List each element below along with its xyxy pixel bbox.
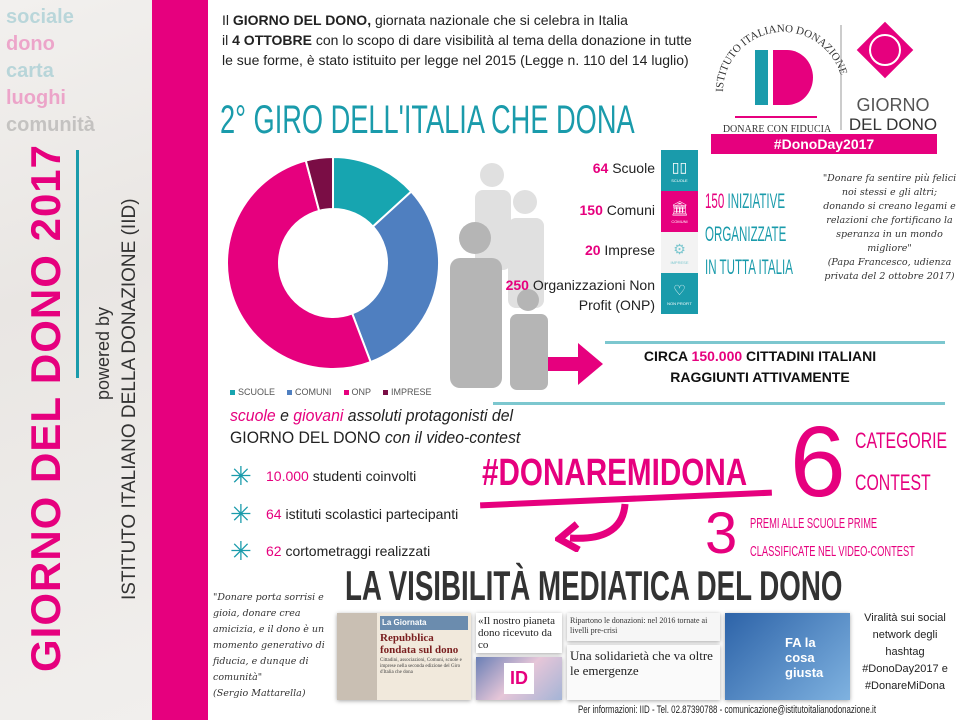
stat-scuole: 64 Scuole [592, 160, 655, 176]
institute-name: ISTITUTO ITALIANO DELLA DONAZIONE (IID) [119, 198, 140, 600]
press-title: Repubblica fondata sul dono [380, 632, 459, 656]
quote-source: (Sergio Mattarella) [213, 688, 306, 699]
footer-contact: Per informazioni: IID - Tel. 02.87390788… [578, 704, 877, 716]
chart-legend: SCUOLE COMUNI ONP IMPRESE [230, 387, 432, 397]
citizens-reached: CIRCA 150.000 CITTADINI ITALIANI RAGGIUN… [643, 348, 877, 385]
building-icon: 🏛 COMUNI [661, 191, 698, 232]
media-title: LA VISIBILITÀ MEDIATICA DEL DONO [345, 562, 843, 609]
legend-item: COMUNI [287, 387, 332, 397]
tv-screenshot: ID [476, 657, 562, 700]
divider [493, 402, 945, 405]
text: Il [222, 12, 233, 28]
asterisk-icon: ✳ [230, 499, 252, 529]
curved-arrow-icon [555, 503, 629, 552]
stat-comuni: 150 Comuni [579, 202, 656, 218]
press-clipping: Ripartono le donazioni: nel 2016 tornate… [567, 613, 720, 641]
categories-label: CATEGORIE CONTEST [855, 428, 948, 495]
divider [605, 341, 945, 344]
quote-papa: "Donare fa sentire più felici noi stessi… [822, 172, 957, 284]
sidebar-background: sociale dono carta luoghi comunità [0, 0, 152, 720]
section-title: 2° GIRO DELL'ITALIA CHE DONA [220, 98, 635, 142]
ghost-word: carta [6, 60, 54, 82]
protagonists-text: scuole e giovani assoluti protagonisti d… [230, 406, 521, 447]
categories-count: 6 [790, 406, 846, 518]
bullet-item: ✳ 62 cortometraggi realizzati [230, 536, 431, 566]
donut-chart [226, 155, 440, 370]
tv-screenshot: FA la cosa giusta [725, 613, 850, 700]
asterisk-icon: ✳ [230, 461, 252, 491]
ghost-word: sociale [6, 6, 74, 28]
intro-text: Il GIORNO DEL DONO, giornata nazionale c… [222, 10, 692, 70]
stat-onp: 250 Organizzazioni Non Profit (ONP) [505, 277, 655, 313]
book-icon: ▯▯ SCUOLE [661, 150, 698, 191]
logo-giorno: GIORNO [856, 95, 929, 115]
text-bold: GIORNO DEL DONO, [232, 12, 372, 28]
pink-bar [152, 0, 208, 720]
logo-hashtag: #DonoDay2017 [774, 136, 875, 152]
press-clipping: La Giornata Repubblica fondata sul dono C… [337, 613, 471, 700]
quote-text: "Donare porta sorrisi e gioia, donare cr… [213, 592, 325, 683]
quote-text: "Donare fa sentire più felici noi stessi… [822, 173, 957, 254]
quote-mattarella: "Donare porta sorrisi e gioia, donare cr… [213, 590, 331, 702]
press-clipping: Una solidarietà che va oltre le emergenz… [567, 645, 720, 700]
powered-by: powered by [93, 306, 113, 400]
logo-del-dono: DEL DONO [849, 115, 937, 134]
viral-text: Viralità sui social network degli hashta… [862, 612, 948, 692]
tv-logo: ID [504, 663, 534, 694]
press-body: Cittadini, associazioni, Comuni, scuole … [380, 658, 462, 675]
arrow-right-icon [548, 343, 603, 385]
ghost-word: dono [6, 33, 55, 55]
stat-imprese: 20 Imprese [584, 242, 655, 258]
donut-slice-onp [226, 159, 372, 370]
donut-slice-imprese [304, 155, 334, 213]
legend-item: SCUOLE [230, 387, 275, 397]
text: il [222, 32, 233, 48]
ghost-words: sociale dono carta luoghi comunità [6, 4, 146, 144]
text: giornata nazionale che si celebra in Ita… [371, 12, 628, 28]
press-clipping: «Il nostro pianeta dono ricevuto da co [476, 613, 562, 653]
bullet-item: ✳ 64 istituti scolastici partecipanti [230, 499, 459, 529]
gears-icon: ⚙ IMPRESE [661, 232, 698, 273]
people-icon [450, 163, 548, 390]
text-bold: 4 OTTOBRE [232, 32, 312, 48]
photo [337, 613, 377, 700]
asterisk-icon: ✳ [230, 536, 252, 566]
heart-icon: ♡ NON PROFIT [661, 273, 698, 314]
text: con lo scopo di dare visibilità al tema … [222, 32, 692, 68]
quote-source: (Papa Francesco, udienza privata del 2 o… [824, 257, 955, 282]
legend-item: ONP [343, 387, 371, 397]
prizes-count: 3 [705, 501, 738, 566]
bullet-item: ✳ 10.000 studenti coinvolti [230, 461, 417, 491]
logo-tagline: DONARE CON FIDUCIA [723, 124, 832, 135]
iniziative-text: 150 INIZIATIVE ORGANIZZATE IN TUTTA ITALI… [705, 190, 793, 279]
logo: ISTITUTO ITALIANO DONAZIONE DONARE CON F… [705, 10, 948, 155]
vertical-title: GIORNO DEL DONO 2017 [22, 143, 69, 672]
press-header: La Giornata [380, 616, 468, 630]
donut-slice-comuni [350, 190, 440, 364]
ghost-word: comunità [6, 114, 95, 136]
prizes-label: PREMI ALLE SCUOLE PRIME CLASSIFICATE NEL … [750, 515, 915, 560]
legend-item: IMPRESE [383, 387, 432, 397]
ghost-word: luoghi [6, 87, 66, 109]
logo-graphic: ISTITUTO ITALIANO DONAZIONE DONARE CON F… [711, 21, 937, 154]
contest-hashtag: #DONAREMIDONA [482, 452, 748, 494]
divider [76, 150, 79, 378]
